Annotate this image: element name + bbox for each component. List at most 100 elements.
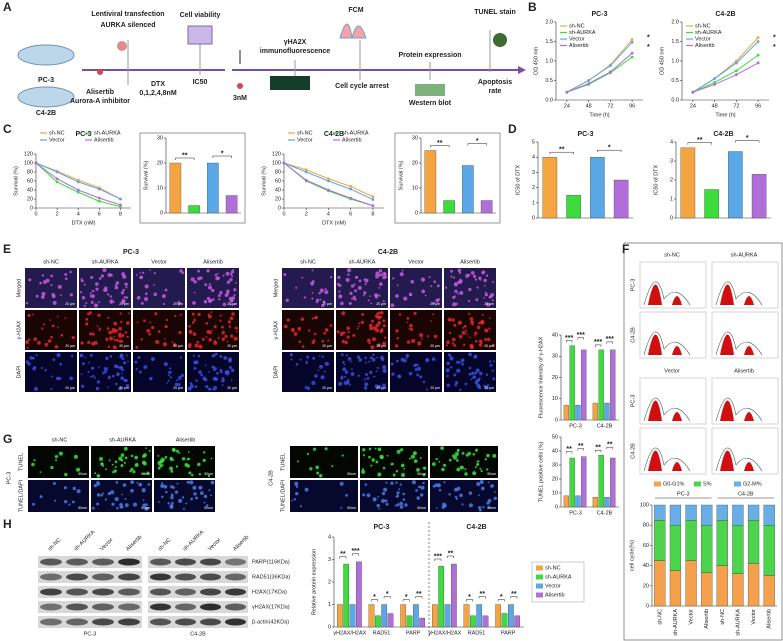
cell [202,376,207,381]
cell [69,293,73,297]
histogram-line [643,447,691,472]
bar [413,604,419,628]
cell [469,317,474,321]
x-tick-label: 2 [305,211,308,217]
cell [454,381,459,385]
scale-label: 20 μm [376,302,386,306]
line [35,162,121,206]
cell [140,338,143,341]
lane-label: Alisertib [232,534,250,552]
cell [484,292,489,297]
cell [93,483,98,488]
cell [142,271,145,274]
bar [462,165,474,214]
cell [90,275,94,280]
cell [380,273,384,277]
cell [203,300,208,304]
cell [170,495,174,500]
cell [76,489,81,494]
y-tick-label: 1 [532,200,535,206]
bar [368,604,375,628]
bar [424,150,437,214]
scale-label: 20 μm [227,344,237,348]
wb-icon [415,84,445,96]
cell [221,376,225,380]
cell [360,320,365,325]
cell [291,499,293,502]
cell [347,330,350,334]
bar [443,200,455,214]
micrograph [430,446,498,478]
cell [143,319,146,323]
bar-segment [716,504,728,521]
micrograph [390,268,442,308]
cell [127,360,129,363]
bar [375,615,381,628]
cell [187,451,190,453]
cell [375,460,379,464]
cell [487,481,490,484]
annotation: * [373,594,376,601]
cell [116,507,119,510]
point [34,161,38,165]
cell [309,467,313,471]
cell [399,501,403,506]
x-tick-label: 6 [98,211,101,217]
cell [114,284,117,287]
cell [207,370,210,373]
cell [44,368,47,372]
cell [472,452,476,456]
cell [376,503,380,508]
cell [80,373,83,375]
line [566,41,633,93]
blot-strip [38,586,142,598]
cell [380,357,385,362]
line [283,162,374,207]
micrograph [154,446,215,478]
cell [162,342,167,347]
cell [310,281,315,286]
y-tick-label: 80 [27,169,33,175]
column-label: Vector [408,259,424,265]
panel-label: C [3,122,12,136]
cell [41,291,46,296]
cell [492,360,495,363]
cell [474,448,478,452]
cell [485,329,488,332]
cell [370,464,373,467]
cell [381,498,386,504]
cell [211,329,213,332]
cell [114,497,119,502]
bracket [212,155,232,158]
cell [474,371,478,375]
cell [181,496,185,499]
cell [451,342,455,345]
cell [87,312,90,316]
cell [454,487,458,492]
cell [85,317,89,321]
cell [454,383,458,387]
bar [598,349,604,421]
cell [311,269,314,272]
cell [109,355,113,358]
schematic-shapes [17,23,783,641]
cell [143,472,145,475]
cell [98,328,101,332]
cell [52,358,56,362]
scale-label: 20 μm [173,386,183,390]
cell [113,338,116,341]
cell [161,482,164,485]
row-label: DAPI [16,365,22,378]
cell [432,484,436,488]
blot-strip [148,586,248,598]
cell [155,339,160,345]
cell [358,358,363,362]
cell [101,492,104,495]
cell [372,326,377,331]
y-tick-label: 40 [552,332,558,338]
legend-label: Vector [297,137,313,143]
y-tick-label: 0 [555,504,558,510]
step-label: rate [489,88,502,95]
x-axis-label: Time (h) [715,112,735,118]
cell [90,366,95,370]
